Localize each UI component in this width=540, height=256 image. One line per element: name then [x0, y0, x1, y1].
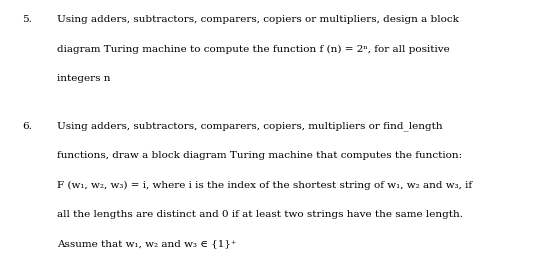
Text: diagram Turing machine to compute the function f (n) = 2ⁿ, for all positive: diagram Turing machine to compute the fu… [57, 45, 449, 54]
Text: F (w₁, w₂, w₃) = i, where i is the index of the shortest string of w₁, w₂ and w₃: F (w₁, w₂, w₃) = i, where i is the index… [57, 180, 472, 190]
Text: 5.: 5. [23, 15, 32, 24]
Text: 6.: 6. [23, 122, 32, 131]
Text: functions, draw a block diagram Turing machine that computes the function:: functions, draw a block diagram Turing m… [57, 151, 462, 160]
Text: integers n: integers n [57, 74, 110, 83]
Text: Assume that w₁, w₂ and w₃ ∈ {1}⁺: Assume that w₁, w₂ and w₃ ∈ {1}⁺ [57, 239, 236, 248]
Text: Using adders, subtractors, comparers, copiers, multipliers or find_length: Using adders, subtractors, comparers, co… [57, 122, 442, 131]
Text: all the lengths are distinct and 0 if at least two strings have the same length.: all the lengths are distinct and 0 if at… [57, 210, 463, 219]
Text: Using adders, subtractors, comparers, copiers or multipliers, design a block: Using adders, subtractors, comparers, co… [57, 15, 458, 24]
